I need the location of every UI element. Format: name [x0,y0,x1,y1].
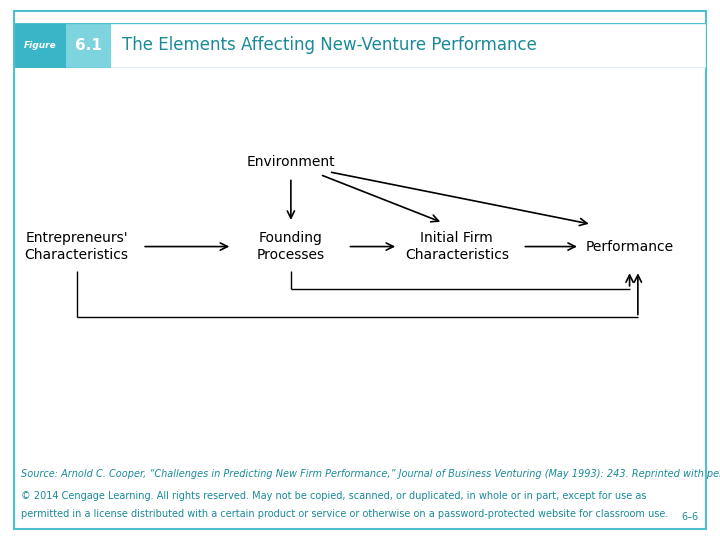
Bar [14,23,66,68]
Text: 6.1: 6.1 [76,38,102,53]
Text: permitted in a license distributed with a certain product or service or otherwis: permitted in a license distributed with … [22,509,669,519]
Text: Figure: Figure [24,41,57,50]
Text: © 2014 Cengage Learning. All rights reserved. May not be copied, scanned, or dup: © 2014 Cengage Learning. All rights rese… [22,491,647,501]
Bar [111,23,706,68]
Text: Initial Firm
Characteristics: Initial Firm Characteristics [405,232,509,262]
Text: Source: Arnold C. Cooper, “Challenges in Predicting New Firm Performance,” Journ: Source: Arnold C. Cooper, “Challenges in… [22,469,720,480]
Text: Environment: Environment [246,155,336,169]
Text: Founding
Processes: Founding Processes [257,232,325,262]
Bar [66,23,111,68]
Text: 6–6: 6–6 [682,512,698,522]
Text: Entrepreneurs'
Characteristics: Entrepreneurs' Characteristics [24,232,129,262]
Text: The Elements Affecting New-Venture Performance: The Elements Affecting New-Venture Perfo… [122,36,536,55]
Text: Performance: Performance [585,240,674,254]
